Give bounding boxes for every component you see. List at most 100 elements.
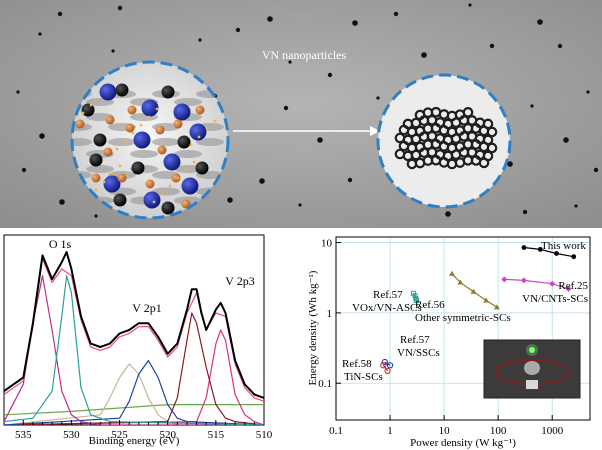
- top-caption: VN nanoparticles: [262, 48, 347, 62]
- tem-dot: [94, 214, 98, 218]
- ragone-x-tick-label: 1000: [541, 425, 564, 437]
- graphene-layer: [108, 138, 136, 146]
- label-vn-ssc: VN/SSCs: [397, 347, 440, 359]
- ion-dot: [192, 160, 196, 164]
- ball-blue: [143, 191, 161, 209]
- ion-dot: [139, 123, 143, 127]
- tem-dot: [327, 72, 333, 78]
- nanoparticle-ring: [486, 142, 498, 154]
- tem-dot: [39, 133, 45, 139]
- ragone-point: [537, 246, 543, 252]
- ref-tin: Ref.58: [342, 358, 372, 370]
- ball-blue: [99, 83, 117, 101]
- tem-dot: [117, 5, 123, 11]
- graphene-layer: [196, 138, 224, 146]
- ragone-point: [386, 362, 394, 369]
- label-other-sym: Other symmetric-SCs: [415, 312, 511, 324]
- tem-dot: [421, 52, 427, 58]
- tem-dot: [593, 167, 599, 173]
- ball-blue: [163, 153, 181, 171]
- ion-dot: [81, 111, 85, 115]
- graphene-layer: [86, 165, 114, 173]
- ion-dot: [205, 127, 209, 131]
- tem-dot: [298, 203, 302, 207]
- ion-dot: [102, 180, 106, 184]
- graphene-layer: [72, 138, 92, 146]
- tem-dot: [288, 60, 292, 64]
- tem-dot: [352, 20, 358, 26]
- ball-orange: [157, 145, 167, 155]
- xps-series-line: [4, 363, 264, 425]
- ball-black: [93, 133, 107, 147]
- xps-x-axis: 535 530 525 520 515 510: [15, 420, 273, 441]
- ragone-y-tick-label: 10: [321, 238, 333, 250]
- ion-dot: [152, 200, 156, 204]
- ion-dot: [160, 192, 164, 196]
- tem-dot: [59, 199, 65, 205]
- tem-dot: [376, 96, 380, 100]
- tem-dot: [563, 137, 569, 143]
- ball-black: [89, 153, 103, 167]
- xps-series-line: [4, 275, 264, 425]
- device-photo: [483, 339, 581, 399]
- ion-dot: [155, 107, 159, 111]
- ball-black: [115, 83, 129, 97]
- xps-tick-label: 515: [208, 429, 225, 441]
- peak-label-v2p1: V 2p1: [132, 301, 161, 315]
- tem-dot: [557, 43, 563, 49]
- ball-orange: [171, 173, 181, 183]
- ragone-point: [554, 251, 559, 256]
- ragone-point: [384, 367, 391, 374]
- ball-orange: [127, 105, 137, 115]
- ref-vn-ssc: Ref.57: [400, 334, 430, 346]
- ball-orange: [173, 119, 183, 129]
- ion-dot: [184, 168, 188, 172]
- ball-black: [161, 85, 175, 99]
- vn-nanoparticle-cluster: [376, 73, 512, 209]
- graphene-layer: [174, 150, 202, 158]
- label-this-work: This work: [541, 240, 586, 252]
- ball-orange: [181, 199, 191, 209]
- ball-orange: [125, 123, 135, 133]
- tem-dot: [57, 11, 63, 17]
- ref-other-sym: Ref.56: [415, 299, 445, 311]
- tem-dot: [267, 16, 273, 22]
- ion-dot: [176, 176, 180, 180]
- ion-dot: [94, 188, 98, 192]
- ball-orange: [155, 125, 165, 135]
- tem-dot: [227, 197, 233, 203]
- xps-series-line: [4, 275, 264, 425]
- tem-dot: [38, 32, 42, 36]
- graphene-layer: [152, 187, 180, 196]
- ragone-point: [457, 279, 464, 285]
- ragone-point: [520, 277, 527, 284]
- xps-x-label: Binding energy (eV): [89, 435, 180, 447]
- ball-orange: [117, 173, 127, 183]
- label-vox-vn: VOx/VN-ASCs: [352, 302, 422, 314]
- peak-label-o1s: O 1s: [49, 237, 72, 251]
- ion-dot: [131, 131, 135, 135]
- xps-series-line: [4, 258, 264, 402]
- graphene-layer: [152, 138, 180, 146]
- metal-ion-spheres: [75, 83, 217, 215]
- tem-dot: [530, 104, 534, 108]
- precursor-schematic: [70, 60, 230, 220]
- nanoparticle-ring: [462, 107, 474, 118]
- ragone-point: [571, 254, 577, 260]
- ion-dot: [168, 184, 172, 188]
- ragone-x-tick-label: 0.1: [329, 425, 343, 437]
- ragone-y-tick-label: 0.1: [318, 378, 332, 390]
- ragone-series-line: [412, 292, 418, 301]
- ragone-frame: [335, 236, 591, 421]
- nanoparticle-ring: [486, 126, 498, 138]
- ref-vox-vn: Ref.57: [373, 289, 403, 301]
- ball-black: [161, 201, 175, 215]
- ion-dot: [213, 119, 217, 123]
- ball-orange: [145, 179, 155, 189]
- tem-dot: [393, 11, 399, 17]
- label-tin: TiN-SCs: [344, 371, 383, 383]
- ragone-x-tick-label: 100: [490, 425, 507, 437]
- ragone-point: [483, 297, 490, 303]
- tem-dot: [522, 209, 528, 215]
